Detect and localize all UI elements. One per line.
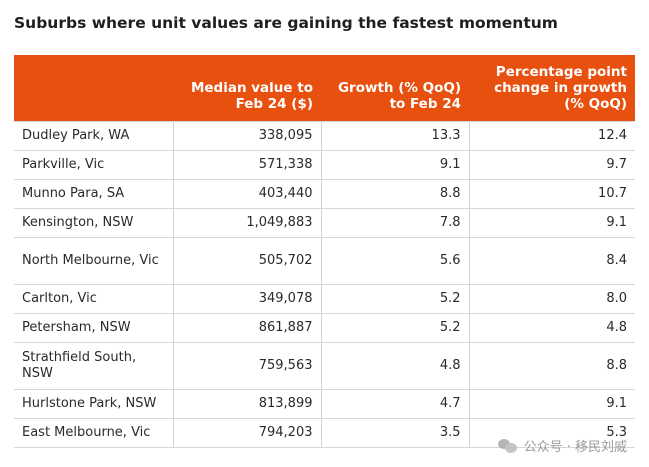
suburb-cell: Hurlstone Park, NSW xyxy=(14,389,173,419)
median-cell: 1,049,883 xyxy=(172,208,321,238)
growth-cell: 5.6 xyxy=(320,237,469,285)
suburb-cell: Strathfield South, NSW xyxy=(14,342,173,390)
suburb-cell: Petersham, NSW xyxy=(14,313,173,343)
suburb-cell: Carlton, Vic xyxy=(14,284,173,314)
change-cell: 8.4 xyxy=(468,237,635,285)
growth-cell: 3.5 xyxy=(320,418,469,448)
table-row: Munno Para, SA 403,440 8.8 10.7 xyxy=(14,179,635,209)
growth-cell: 5.2 xyxy=(320,313,469,343)
suburb-cell: Dudley Park, WA xyxy=(14,121,173,151)
header-suburb xyxy=(14,55,173,122)
growth-cell: 4.7 xyxy=(320,389,469,419)
suburb-cell: Parkville, Vic xyxy=(14,150,173,180)
median-cell: 571,338 xyxy=(172,150,321,180)
change-cell: 10.7 xyxy=(468,179,635,209)
suburb-cell: Munno Para, SA xyxy=(14,179,173,209)
table-row: Strathfield South, NSW 759,563 4.8 8.8 xyxy=(14,342,635,390)
median-cell: 338,095 xyxy=(172,121,321,151)
table-row: Kensington, NSW 1,049,883 7.8 9.1 xyxy=(14,208,635,238)
table-row: Hurlstone Park, NSW 813,899 4.7 9.1 xyxy=(14,389,635,419)
growth-cell: 4.8 xyxy=(320,342,469,390)
median-cell: 349,078 xyxy=(172,284,321,314)
growth-cell: 8.8 xyxy=(320,179,469,209)
header-growth: Growth (% QoQ) to Feb 24 xyxy=(321,55,469,122)
growth-cell: 7.8 xyxy=(320,208,469,238)
growth-cell: 9.1 xyxy=(320,150,469,180)
suburb-cell: Kensington, NSW xyxy=(14,208,173,238)
watermark: 公众号 · 移民刘威 xyxy=(497,436,627,455)
change-cell: 8.8 xyxy=(468,342,635,390)
header-point-change: Percentage point change in growth (% QoQ… xyxy=(469,55,635,122)
wechat-icon xyxy=(497,438,518,454)
data-table: Median value to Feb 24 ($) Growth (% QoQ… xyxy=(14,55,635,448)
median-cell: 794,203 xyxy=(172,418,321,448)
header-median-value: Median value to Feb 24 ($) xyxy=(173,55,321,122)
suburb-cell: North Melbourne, Vic xyxy=(14,237,173,285)
median-cell: 813,899 xyxy=(172,389,321,419)
table-row: Carlton, Vic 349,078 5.2 8.0 xyxy=(14,284,635,314)
table-row: East Melbourne, Vic 794,203 3.5 5.3 xyxy=(14,418,635,448)
table-row: North Melbourne, Vic 505,702 5.6 8.4 xyxy=(14,237,635,285)
watermark-text: 公众号 · 移民刘威 xyxy=(523,440,627,455)
change-cell: 8.0 xyxy=(468,284,635,314)
growth-cell: 13.3 xyxy=(320,121,469,151)
change-cell: 9.1 xyxy=(468,208,635,238)
table-row: Dudley Park, WA 338,095 13.3 12.4 xyxy=(14,121,635,151)
table-title: Suburbs where unit values are gaining th… xyxy=(14,14,558,32)
change-cell: 9.1 xyxy=(468,389,635,419)
median-cell: 759,563 xyxy=(172,342,321,390)
median-cell: 861,887 xyxy=(172,313,321,343)
suburb-cell: East Melbourne, Vic xyxy=(14,418,173,448)
change-cell: 5.3 xyxy=(468,418,635,448)
growth-cell: 5.2 xyxy=(320,284,469,314)
change-cell: 9.7 xyxy=(468,150,635,180)
median-cell: 403,440 xyxy=(172,179,321,209)
table-row: Petersham, NSW 861,887 5.2 4.8 xyxy=(14,313,635,343)
median-cell: 505,702 xyxy=(172,237,321,285)
change-cell: 4.8 xyxy=(468,313,635,343)
change-cell: 12.4 xyxy=(468,121,635,151)
header-row: Median value to Feb 24 ($) Growth (% QoQ… xyxy=(14,55,635,122)
table-row: Parkville, Vic 571,338 9.1 9.7 xyxy=(14,150,635,180)
